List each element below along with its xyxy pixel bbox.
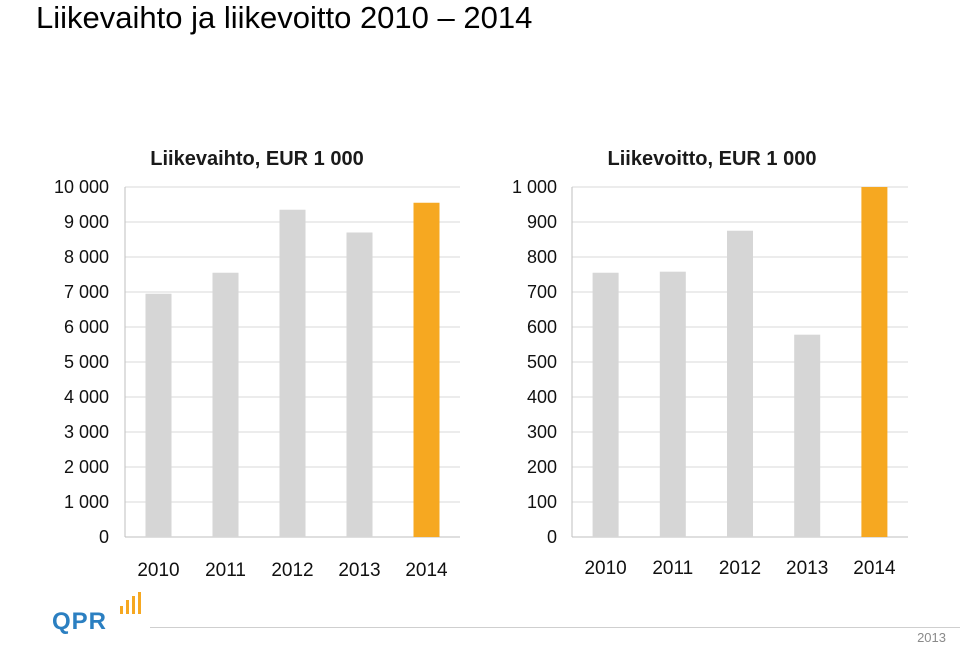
revenue-y-tick-label: 6 000	[64, 317, 109, 337]
revenue-x-tick-label: 2013	[338, 560, 380, 581]
profit-y-tick-label: 600	[527, 317, 557, 337]
profit-y-tick-label: 100	[527, 492, 557, 512]
revenue-y-tick-label: 2 000	[64, 457, 109, 477]
profit-bar-2014	[861, 187, 888, 537]
profit-x-tick-label: 2013	[786, 558, 828, 579]
revenue-y-tick-label: 9 000	[64, 212, 109, 232]
logo-text: QPR	[52, 608, 108, 635]
profit-y-tick-label: 1 000	[512, 177, 557, 197]
profit-x-tick-label: 2014	[853, 558, 896, 579]
profit-bar-2010	[592, 272, 619, 537]
bars-logo-icon	[120, 592, 141, 614]
revenue-y-tick-label: 4 000	[64, 387, 109, 407]
profit-x-tick-label: 2010	[584, 558, 626, 579]
revenue-chart-title: Liikevaihto, EUR 1 000	[150, 148, 363, 170]
footer-year: 2013	[917, 630, 946, 645]
profit-chart-title: Liikevoitto, EUR 1 000	[608, 148, 817, 170]
revenue-x-tick-label: 2014	[405, 560, 448, 581]
revenue-x-tick-label: 2012	[271, 560, 313, 581]
revenue-bar-2014	[413, 202, 440, 537]
profit-y-tick-label: 800	[527, 247, 557, 267]
profit-y-tick-label: 900	[527, 212, 557, 232]
page-title: Liikevaihto ja liikevoitto 2010 – 2014	[36, 0, 533, 35]
footer-divider	[150, 627, 960, 628]
revenue-y-tick-label: 3 000	[64, 422, 109, 442]
revenue-y-tick-label: 5 000	[64, 352, 109, 372]
revenue-bar-2010	[145, 293, 172, 537]
profit-bar-2012	[727, 230, 753, 537]
revenue-bar-2012	[279, 209, 306, 537]
revenue-bar-2013	[346, 232, 373, 537]
revenue-y-tick-label: 7 000	[64, 282, 109, 302]
revenue-y-tick-label: 8 000	[64, 247, 109, 267]
profit-y-tick-label: 300	[527, 422, 557, 442]
qpr-logo: QPR	[52, 592, 148, 635]
revenue-bar-2011	[212, 272, 239, 537]
revenue-x-tick-label: 2011	[205, 560, 246, 581]
profit-y-tick-label: 700	[527, 282, 557, 302]
profit-x-tick-label: 2011	[652, 558, 693, 579]
profit-y-tick-label: 400	[527, 387, 557, 407]
profit-y-tick-label: 500	[527, 352, 557, 372]
profit-y-tick-label: 0	[547, 527, 557, 547]
revenue-x-tick-label: 2010	[137, 560, 179, 581]
profit-bar-2013	[794, 334, 821, 537]
revenue-y-tick-label: 0	[99, 527, 109, 547]
revenue-y-tick-label: 10 000	[54, 177, 109, 197]
profit-y-tick-label: 200	[527, 457, 557, 477]
profit-bar-2011	[659, 271, 686, 537]
revenue-y-tick-label: 1 000	[64, 492, 109, 512]
profit-x-tick-label: 2012	[719, 558, 761, 579]
